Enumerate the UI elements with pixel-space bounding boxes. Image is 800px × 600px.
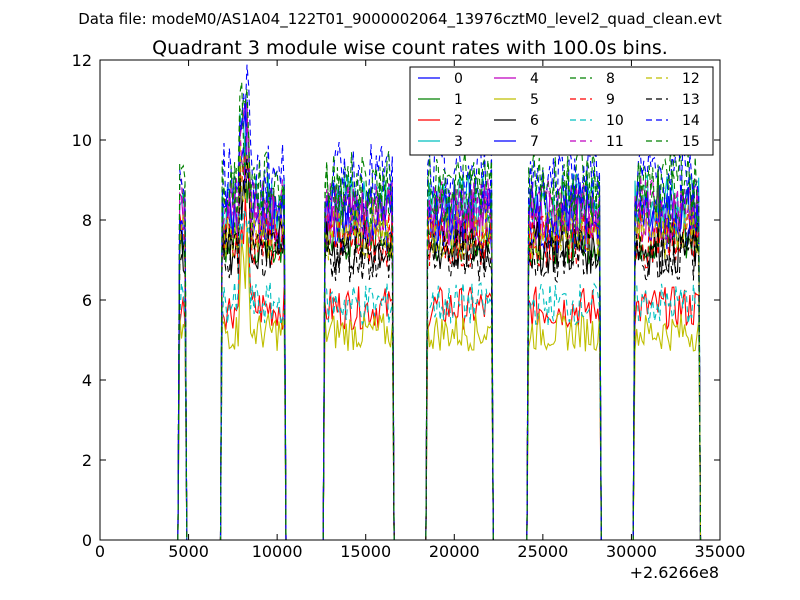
legend-label-3: 3 bbox=[454, 134, 463, 150]
x-tick-label: 5000 bbox=[168, 542, 209, 561]
series-line-11 bbox=[177, 120, 703, 540]
legend-label-1: 1 bbox=[454, 92, 463, 108]
legend-frame bbox=[409, 66, 714, 156]
x-tick-label: 25000 bbox=[517, 542, 568, 561]
legend-label-12: 12 bbox=[682, 71, 700, 87]
y-tick-label: 10 bbox=[72, 131, 92, 150]
legend-label-15: 15 bbox=[682, 134, 700, 150]
legend-label-7: 7 bbox=[530, 134, 539, 150]
series-layer bbox=[177, 64, 703, 540]
x-offset-label: +2.6266e8 bbox=[630, 563, 719, 582]
chart-title: Quadrant 3 module wise count rates with … bbox=[152, 37, 668, 59]
series-line-5 bbox=[177, 224, 703, 540]
legend-label-10: 10 bbox=[606, 113, 624, 129]
legend-label-4: 4 bbox=[530, 71, 539, 87]
legend-label-11: 11 bbox=[606, 134, 624, 150]
legend-label-14: 14 bbox=[682, 113, 700, 129]
y-tick-label: 0 bbox=[82, 531, 92, 550]
series-line-13 bbox=[177, 158, 703, 540]
legend-label-0: 0 bbox=[454, 71, 463, 87]
x-tick-label: 35000 bbox=[695, 542, 746, 561]
legend-label-5: 5 bbox=[530, 92, 539, 108]
x-tick-label: 20000 bbox=[429, 542, 480, 561]
y-tick-label: 2 bbox=[82, 451, 92, 470]
legend-label-6: 6 bbox=[530, 113, 539, 129]
x-tick-label: 10000 bbox=[252, 542, 303, 561]
series-line-15 bbox=[177, 88, 703, 540]
legend-label-9: 9 bbox=[606, 92, 615, 108]
legend-label-13: 13 bbox=[682, 92, 700, 108]
series-line-12 bbox=[177, 138, 703, 540]
y-tick-label: 4 bbox=[82, 371, 92, 390]
legend-label-2: 2 bbox=[454, 113, 463, 129]
x-tick-label: 0 bbox=[95, 542, 105, 561]
y-tick-label: 8 bbox=[82, 211, 92, 230]
x-tick-label: 30000 bbox=[606, 542, 657, 561]
series-line-6 bbox=[177, 163, 703, 540]
y-tick-label: 6 bbox=[82, 291, 92, 310]
figure-suptitle: Data file: modeM0/AS1A04_122T01_90000020… bbox=[78, 10, 722, 29]
legend-label-8: 8 bbox=[606, 71, 615, 87]
x-tick-label: 15000 bbox=[340, 542, 391, 561]
y-tick-label: 12 bbox=[72, 51, 92, 70]
x-axis: 0 5000 10000 15000 20000 25000 30000 35000 bbox=[95, 60, 746, 561]
series-line-7 bbox=[177, 109, 703, 540]
